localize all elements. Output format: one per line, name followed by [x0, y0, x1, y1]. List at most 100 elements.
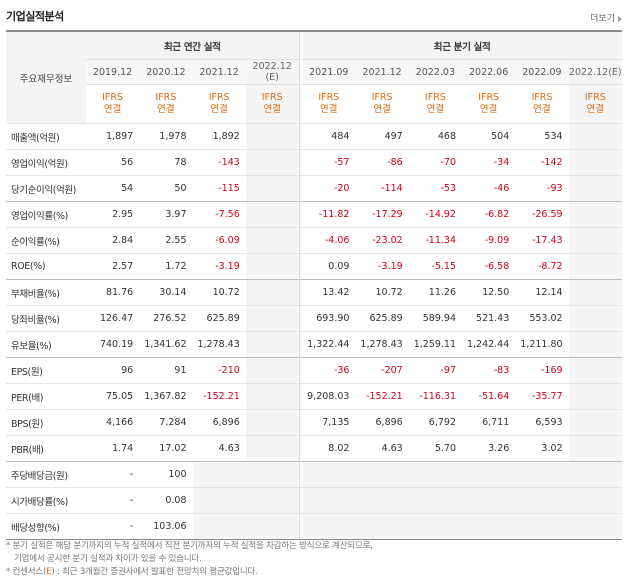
- annual-value-cell: 56: [85, 149, 140, 176]
- table-row: 영업이익률(%) 2.95 3.97 -7.56 -11.82 -17.29 -14.92-…: [6, 201, 622, 228]
- annual-value-cell: 17.02: [139, 435, 193, 462]
- annual-value-cell: 1,897: [85, 123, 140, 150]
- column-gap: [298, 331, 303, 358]
- annual-value-cell: -210: [192, 357, 246, 384]
- quarter-value-cell: [568, 175, 622, 202]
- quarter-period-label: 2021.12: [362, 66, 402, 78]
- column-gap: [298, 253, 303, 280]
- quarter-value-cell: [515, 461, 569, 488]
- annual-value-cell: 1,978: [139, 123, 193, 150]
- quarter-value-cell: 13.42: [302, 279, 356, 306]
- row-label: 당기순이익(억원): [6, 175, 86, 202]
- table-row: PBR(배) 1.74 17.02 4.63 8.02 4.63 5.70 3.26 3.02: [6, 435, 622, 462]
- annual-value-cell: 50: [139, 175, 193, 202]
- table-row: ROE(%) 2.57 1.72 -3.19 0.09 -3.19 -5.15 -6.58 -8…: [6, 253, 622, 280]
- quarter-value-cell: 521.43: [462, 305, 516, 332]
- ifrs-header: IFRS 연결: [355, 84, 409, 124]
- table-row: 유보율(%) 740.19 1,341.62 1,278.43 1,322.44 1,27…: [6, 331, 622, 358]
- row-label: PER(배): [6, 383, 86, 410]
- quarter-value-cell: [568, 331, 622, 358]
- quarter-value-cell: -6.82: [462, 201, 516, 228]
- table-row: 영업이익(억원) 56 78 -143 -57 -86 -70 -34 -142: [6, 149, 622, 176]
- annual-period-label: 2019.12: [92, 66, 133, 78]
- annual-value-cell: [245, 487, 300, 514]
- quarter-value-cell: -53: [408, 175, 462, 202]
- annual-value-cell: [192, 513, 246, 540]
- table-row: 매출액(억원) 1,897 1,978 1,892 484 497 468 504 534: [6, 123, 622, 150]
- annual-value-cell: 1,341.62: [139, 331, 193, 358]
- quarter-value-cell: [568, 305, 622, 332]
- consolidated-label: 연결: [103, 104, 122, 115]
- table-row: 부채비율(%) 81.76 30.14 10.72 13.42 10.72 11.26 12.…: [6, 279, 622, 306]
- column-gap: [298, 513, 303, 540]
- quarter-value-cell: -17.29: [355, 201, 409, 228]
- annual-period-header: 2020.12: [139, 59, 193, 85]
- column-gap: [298, 435, 303, 462]
- annual-value-cell: [245, 253, 300, 280]
- quarter-value-cell: [568, 487, 622, 514]
- quarter-value-cell: [408, 487, 462, 514]
- quarter-value-cell: [355, 487, 409, 514]
- quarter-value-cell: 10.72: [355, 279, 409, 306]
- annual-value-cell: 30.14: [139, 279, 193, 306]
- footnotes: * 분기 실적은 해당 분기까지의 누적 실적에서 직전 분기까지의 누적 실적…: [6, 540, 622, 579]
- quarter-value-cell: -93: [515, 175, 569, 202]
- quarter-value-cell: [568, 227, 622, 254]
- row-label: 부채비율(%): [6, 279, 86, 306]
- annual-value-cell: 276.52: [139, 305, 193, 332]
- quarter-value-cell: 1,322.44: [302, 331, 356, 358]
- annual-value-cell: -: [85, 487, 140, 514]
- annual-value-cell: 3.97: [139, 201, 193, 228]
- quarter-value-cell: 4.63: [355, 435, 409, 462]
- annual-value-cell: 1.74: [85, 435, 140, 462]
- annual-value-cell: 96: [85, 357, 140, 384]
- annual-value-cell: [245, 201, 300, 228]
- annual-value-cell: 81.76: [85, 279, 140, 306]
- quarter-value-cell: [408, 513, 462, 540]
- annual-group-header: 최근 연간 실적: [85, 30, 300, 60]
- ifrs-label: IFRS: [584, 92, 606, 103]
- column-gap: [298, 227, 303, 254]
- annual-value-cell: 2.57: [85, 253, 140, 280]
- consolidated-label: 연결: [157, 104, 175, 115]
- annual-period-label: 2020.12: [146, 66, 186, 78]
- quarter-value-cell: 497: [355, 123, 409, 150]
- table-row: 당기순이익(억원) 54 50 -115 -20 -114 -53 -46 -93: [6, 175, 622, 202]
- quarter-value-cell: 0.09: [302, 253, 356, 280]
- ifrs-header: IFRS 연결: [85, 84, 140, 124]
- quarter-period-header: 2021.09: [302, 59, 356, 85]
- more-link[interactable]: 더보기: [590, 11, 622, 24]
- ifrs-label: IFRS: [261, 92, 283, 103]
- ifrs-header: IFRS 연결: [462, 84, 516, 124]
- quarter-value-cell: -34: [462, 149, 516, 176]
- quarter-value-cell: -36: [302, 357, 356, 384]
- annual-value-cell: [245, 409, 300, 436]
- quarter-value-cell: [568, 461, 622, 488]
- annual-value-cell: [245, 513, 300, 540]
- annual-value-cell: -6.09: [192, 227, 246, 254]
- column-gap: [298, 201, 303, 228]
- annual-value-cell: [245, 227, 300, 254]
- more-label[interactable]: 더보기: [590, 14, 615, 24]
- quarter-period-label: 2021.09: [309, 66, 349, 78]
- quarter-value-cell: -35.77: [515, 383, 569, 410]
- quarter-value-cell: [462, 513, 516, 540]
- quarter-value-cell: -23.02: [355, 227, 409, 254]
- annual-value-cell: 740.19: [85, 331, 140, 358]
- quarter-value-cell: 8.02: [302, 435, 356, 462]
- quarter-value-cell: -14.92: [408, 201, 462, 228]
- column-gap: [298, 357, 303, 384]
- quarter-value-cell: 504: [462, 123, 516, 150]
- annual-value-cell: [245, 175, 300, 202]
- column-gap: [298, 149, 303, 176]
- quarter-value-cell: [302, 461, 356, 488]
- quarter-value-cell: 1,259.11: [408, 331, 462, 358]
- annual-value-cell: 4,166: [85, 409, 140, 436]
- quarter-value-cell: -57: [302, 149, 356, 176]
- quarter-value-cell: [408, 461, 462, 488]
- quarter-value-cell: [568, 383, 622, 410]
- ifrs-label: IFRS: [371, 92, 393, 103]
- footnote-3-prefix: * 컨센서스(: [6, 567, 47, 577]
- ifrs-header: IFRS 연결: [515, 84, 569, 124]
- row-label: EPS(원): [6, 357, 86, 384]
